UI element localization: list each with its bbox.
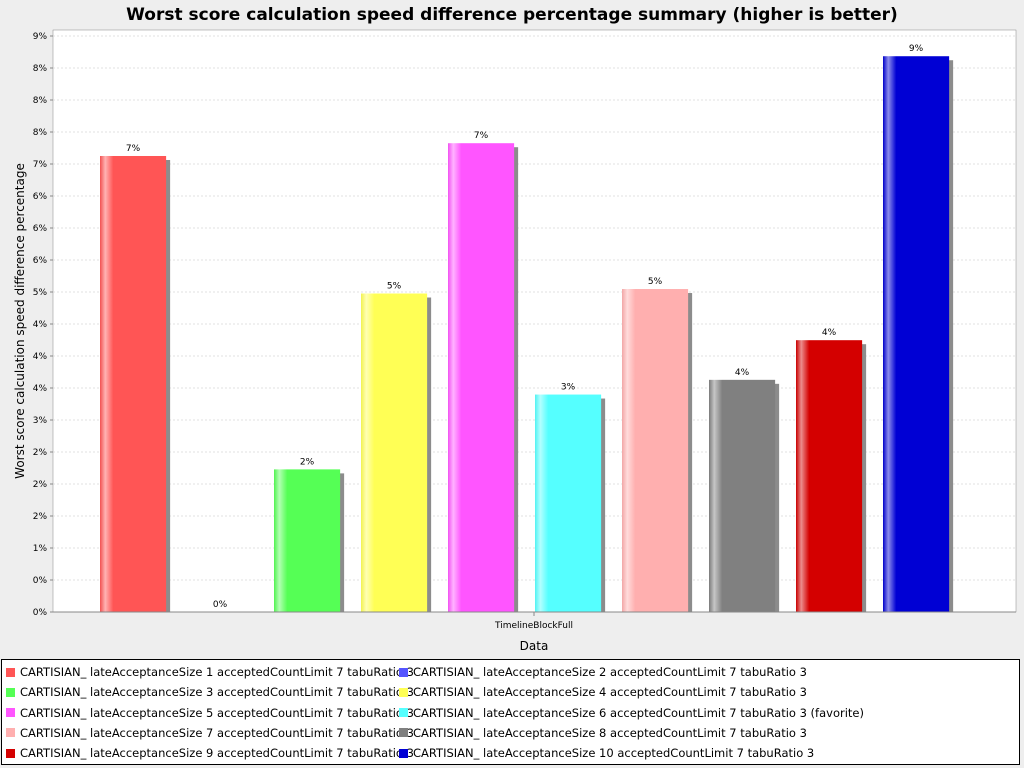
y-tick-label: 8%: [33, 128, 48, 138]
legend-label: CARTISIAN_ lateAcceptanceSize 2 accepted…: [413, 665, 807, 679]
bar: [796, 340, 863, 612]
legend-label: CARTISIAN_ lateAcceptanceSize 8 accepted…: [413, 725, 807, 740]
legend-swatch: [399, 687, 408, 697]
legend-item: CARTISIAN_ lateAcceptanceSize 8 accepted…: [399, 725, 807, 741]
bar: [100, 155, 167, 612]
bar-value-label: 3%: [561, 383, 576, 393]
bar-labels: 7% 0% 2% 5% 7% 3% 5% 4% 4% 9%: [126, 44, 924, 610]
bar: [709, 379, 776, 612]
bar-value-label: 5%: [387, 281, 402, 291]
y-tick-label: 6%: [33, 256, 48, 266]
legend-label: CARTISIAN_ lateAcceptanceSize 1 accepted…: [20, 665, 414, 679]
bars: [100, 56, 954, 612]
bar: [274, 469, 341, 612]
y-axis-ticks: 0% 0% 1% 2% 2% 2% 3% 4% 4% 4% 5% 6% 6% 6% 7% 8% 8% 8% 9%: [33, 32, 53, 618]
bar-value-label: 9%: [909, 44, 924, 54]
legend-swatch: [399, 667, 408, 677]
y-tick-label: 0%: [33, 576, 48, 586]
y-tick-label: 2%: [33, 448, 48, 458]
bar-chart: Worst score calculation speed difference…: [13, 5, 1017, 653]
y-tick-label: 1%: [33, 544, 48, 554]
bar-value-label: 5%: [648, 277, 663, 287]
legend-swatch: [6, 708, 15, 718]
legend-label: CARTISIAN_ lateAcceptanceSize 3 accepted…: [20, 685, 414, 700]
y-tick-label: 6%: [33, 192, 48, 202]
bar: [622, 289, 689, 612]
bar-value-label: 4%: [822, 328, 837, 338]
bar: [883, 56, 950, 612]
bar-value-label: 2%: [300, 457, 315, 467]
y-tick-label: 4%: [33, 352, 48, 362]
bar: [361, 293, 428, 612]
bar-value-label: 4%: [735, 368, 750, 378]
x-category-label: TimelineBlockFull: [494, 621, 573, 631]
bar-value-label: 7%: [474, 131, 489, 141]
legend-label: CARTISIAN_ lateAcceptanceSize 7 accepted…: [20, 725, 414, 740]
y-tick-label: 8%: [33, 64, 48, 74]
y-axis-label: Worst score calculation speed difference…: [13, 163, 27, 479]
y-tick-label: 4%: [33, 384, 48, 394]
bar: [448, 143, 515, 612]
bar: [535, 394, 602, 612]
legend-item: CARTISIAN_ lateAcceptanceSize 6 accepted…: [399, 705, 864, 721]
y-tick-label: 5%: [33, 288, 48, 298]
plot-area: [52, 29, 1017, 613]
chart-legend: CARTISIAN_ lateAcceptanceSize 1 accepted…: [1, 659, 1020, 765]
legend-label: CARTISIAN_ lateAcceptanceSize 10 accepte…: [413, 746, 815, 761]
legend-item: CARTISIAN_ lateAcceptanceSize 7 accepted…: [6, 725, 414, 741]
legend-swatch: [6, 687, 15, 697]
legend-item: CARTISIAN_ lateAcceptanceSize 10 accepte…: [399, 745, 814, 761]
y-tick-label: 9%: [33, 32, 48, 42]
y-tick-label: 0%: [33, 608, 48, 618]
legend-swatch: [6, 728, 15, 738]
y-tick-label: 6%: [33, 224, 48, 234]
y-tick-label: 4%: [33, 320, 48, 330]
legend-swatch: [399, 728, 408, 738]
bar-value-label: 7%: [126, 144, 141, 154]
y-tick-label: 2%: [33, 512, 48, 522]
legend-label: CARTISIAN_ lateAcceptanceSize 9 accepted…: [20, 746, 414, 761]
legend-item: CARTISIAN_ lateAcceptanceSize 5 accepted…: [6, 705, 414, 721]
x-axis-label: Data: [520, 639, 549, 653]
legend-swatch: [6, 748, 15, 758]
y-tick-label: 2%: [33, 480, 48, 490]
chart-title: Worst score calculation speed difference…: [126, 5, 898, 25]
legend-item: CARTISIAN_ lateAcceptanceSize 9 accepted…: [6, 745, 414, 761]
legend-label: CARTISIAN_ lateAcceptanceSize 5 accepted…: [20, 705, 414, 720]
bar-value-label: 0%: [213, 600, 228, 610]
legend-item: CARTISIAN_ lateAcceptanceSize 2 accepted…: [399, 664, 807, 680]
legend-swatch: [399, 708, 408, 718]
legend-swatch: [399, 748, 408, 758]
legend-item: CARTISIAN_ lateAcceptanceSize 1 accepted…: [6, 664, 414, 680]
legend-item: CARTISIAN_ lateAcceptanceSize 4 accepted…: [399, 684, 807, 700]
legend-item: CARTISIAN_ lateAcceptanceSize 3 accepted…: [6, 684, 414, 700]
y-tick-label: 7%: [33, 160, 48, 170]
legend-swatch: [6, 667, 15, 677]
legend-label: CARTISIAN_ lateAcceptanceSize 6 accepted…: [413, 705, 864, 720]
y-tick-label: 3%: [33, 416, 48, 426]
legend-label: CARTISIAN_ lateAcceptanceSize 4 accepted…: [413, 685, 807, 700]
grid-lines: [53, 35, 1016, 581]
y-tick-label: 8%: [33, 96, 48, 106]
